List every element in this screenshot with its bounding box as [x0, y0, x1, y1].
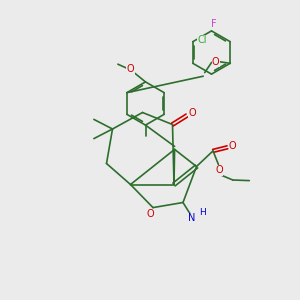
Text: O: O: [188, 108, 196, 118]
Text: O: O: [127, 64, 134, 74]
Text: N: N: [188, 213, 196, 223]
Text: O: O: [229, 141, 237, 151]
Text: H: H: [199, 208, 206, 217]
Text: O: O: [212, 57, 220, 67]
Text: O: O: [147, 209, 154, 219]
Text: Cl: Cl: [198, 35, 207, 45]
Text: O: O: [215, 165, 223, 176]
Text: F: F: [211, 19, 217, 29]
